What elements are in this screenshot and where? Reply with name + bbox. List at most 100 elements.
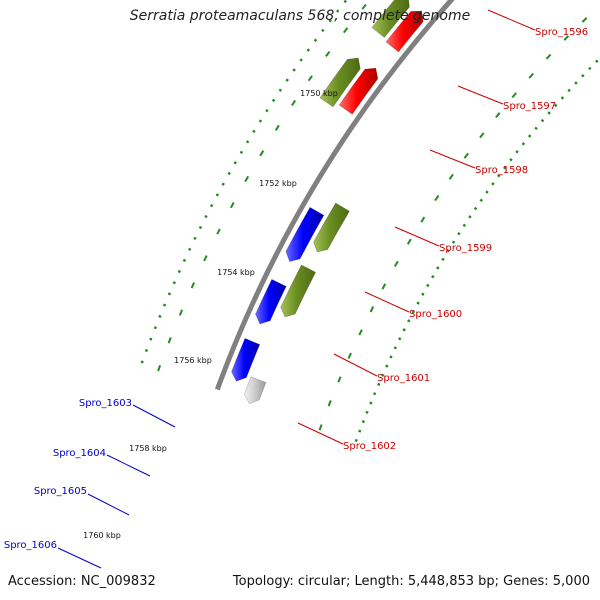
- major-tick-mark: [361, 3, 367, 10]
- tick-mark: [265, 109, 269, 113]
- gene-label-spro-1597[interactable]: Spro_1597: [503, 101, 556, 112]
- major-tick-mark: [327, 400, 332, 407]
- tick-mark: [271, 98, 276, 103]
- tick-mark: [468, 215, 472, 219]
- tick-mark: [560, 96, 565, 100]
- tick-mark: [515, 150, 519, 154]
- tick-mark: [407, 319, 411, 323]
- major-tick-mark: [545, 53, 552, 60]
- gene-arrow-red-7[interactable]: [338, 67, 379, 115]
- tick-mark: [540, 118, 545, 123]
- gene-arrow-blue-3[interactable]: [231, 337, 261, 382]
- tick-mark: [221, 182, 225, 186]
- tick-mark: [140, 360, 144, 364]
- gene-label-spro-1606-leader: [57, 547, 102, 569]
- major-tick-mark: [448, 173, 454, 180]
- tick-mark: [503, 165, 507, 170]
- tick-mark: [149, 337, 153, 341]
- major-tick-mark: [230, 202, 235, 209]
- tick-mark: [358, 429, 362, 433]
- tick-mark: [462, 223, 467, 227]
- tick-mark: [416, 301, 420, 305]
- kbp-label: 1750 kbp: [300, 89, 338, 98]
- major-tick-mark: [406, 238, 412, 245]
- tick-mark: [215, 193, 220, 197]
- major-tick-mark: [157, 364, 162, 372]
- tick-mark: [373, 392, 377, 396]
- gene-label-spro-1604-leader: [106, 454, 151, 477]
- tick-mark: [567, 88, 571, 93]
- tick-mark: [436, 266, 440, 270]
- tick-mark: [509, 158, 513, 162]
- major-tick-mark: [420, 216, 426, 223]
- major-tick-mark: [369, 306, 375, 313]
- tick-mark: [343, 0, 347, 4]
- gene-arrow-blue-2[interactable]: [255, 278, 287, 325]
- major-tick-mark: [325, 50, 331, 58]
- tick-mark: [299, 58, 303, 62]
- gene-label-spro-1605[interactable]: Spro_1605: [34, 486, 87, 497]
- tick-mark: [441, 257, 445, 262]
- tick-mark: [239, 150, 244, 154]
- gene-arrow-reverse-olive-1[interactable]: [313, 202, 350, 253]
- gene-label-spro-1599[interactable]: Spro_1599: [439, 243, 492, 254]
- gene-label-spro-1602[interactable]: Spro_1602: [343, 441, 396, 452]
- gene-label-spro-1603[interactable]: Spro_1603: [79, 398, 132, 409]
- tick-mark: [188, 247, 192, 251]
- tick-mark: [385, 364, 389, 368]
- gene-label-callouts: Spro_1596 Spro_1597 Spro_1598 Spro_1599 Spro…: [4, 9, 588, 569]
- major-tick-mark: [563, 35, 570, 41]
- gene-label-spro-1600[interactable]: Spro_1600: [409, 309, 462, 320]
- gene-arrow-forward-6[interactable]: [319, 57, 361, 108]
- tick-mark: [245, 140, 250, 144]
- gene-label-spro-1601[interactable]: Spro_1601: [377, 373, 430, 384]
- tick-mark: [553, 103, 558, 108]
- gene-label-spro-1604[interactable]: Spro_1604: [53, 448, 106, 459]
- tick-mark: [377, 382, 381, 386]
- gene-label-spro-1597-leader: [457, 85, 504, 105]
- tick-mark: [457, 232, 461, 236]
- kbp-label: 1758 kbp: [129, 444, 167, 453]
- major-tick-mark: [307, 75, 313, 82]
- tick-mark: [365, 410, 369, 414]
- kbp-label: 1754 kbp: [217, 268, 255, 277]
- tick-mark: [534, 126, 538, 131]
- tick-mark: [292, 68, 296, 72]
- gene-label-spro-1606[interactable]: Spro_1606: [4, 540, 57, 551]
- tick-mark: [479, 198, 483, 202]
- tick-mark: [198, 225, 203, 230]
- tick-mark: [588, 66, 592, 71]
- gene-label-spro-1596[interactable]: Spro_1596: [535, 27, 588, 38]
- tick-mark: [144, 348, 149, 353]
- gene-arrow-forward-5[interactable]: [371, 0, 410, 38]
- major-tick-mark: [358, 329, 363, 336]
- tick-mark: [193, 236, 197, 240]
- major-tick-mark: [581, 17, 588, 23]
- tick-mark: [209, 204, 214, 208]
- gene-arrow-blue-1[interactable]: [285, 206, 325, 262]
- gene-arrow-red-6[interactable]: [385, 10, 424, 53]
- major-tick-mark: [495, 112, 501, 119]
- gene-label-spro-1601-leader: [333, 353, 378, 377]
- gene-label-spro-1598[interactable]: Spro_1598: [475, 165, 528, 176]
- major-tick-mark: [203, 255, 208, 262]
- tick-mark: [369, 401, 373, 405]
- tick-mark: [473, 206, 478, 211]
- gene-arrow-grey-bottom[interactable]: [243, 376, 267, 405]
- tick-mark: [233, 161, 237, 165]
- tick-mark: [177, 269, 181, 274]
- gene-arrow-reverse-olive-2[interactable]: [280, 264, 317, 318]
- gene-label-spro-1600-leader: [364, 291, 410, 313]
- gene-label-spro-1599-leader: [394, 226, 440, 247]
- tick-mark: [335, 9, 340, 13]
- major-tick-mark: [434, 195, 440, 202]
- tick-mark: [451, 240, 456, 244]
- major-tick-mark: [216, 228, 221, 235]
- tick-mark: [547, 111, 551, 115]
- major-tick-mark: [318, 424, 323, 431]
- major-tick-mark: [343, 27, 349, 34]
- tick-mark: [167, 292, 172, 296]
- tick-mark: [446, 249, 450, 253]
- kbp-label: 1756 kbp: [174, 356, 212, 365]
- gene-label-spro-1596-leader: [487, 9, 536, 31]
